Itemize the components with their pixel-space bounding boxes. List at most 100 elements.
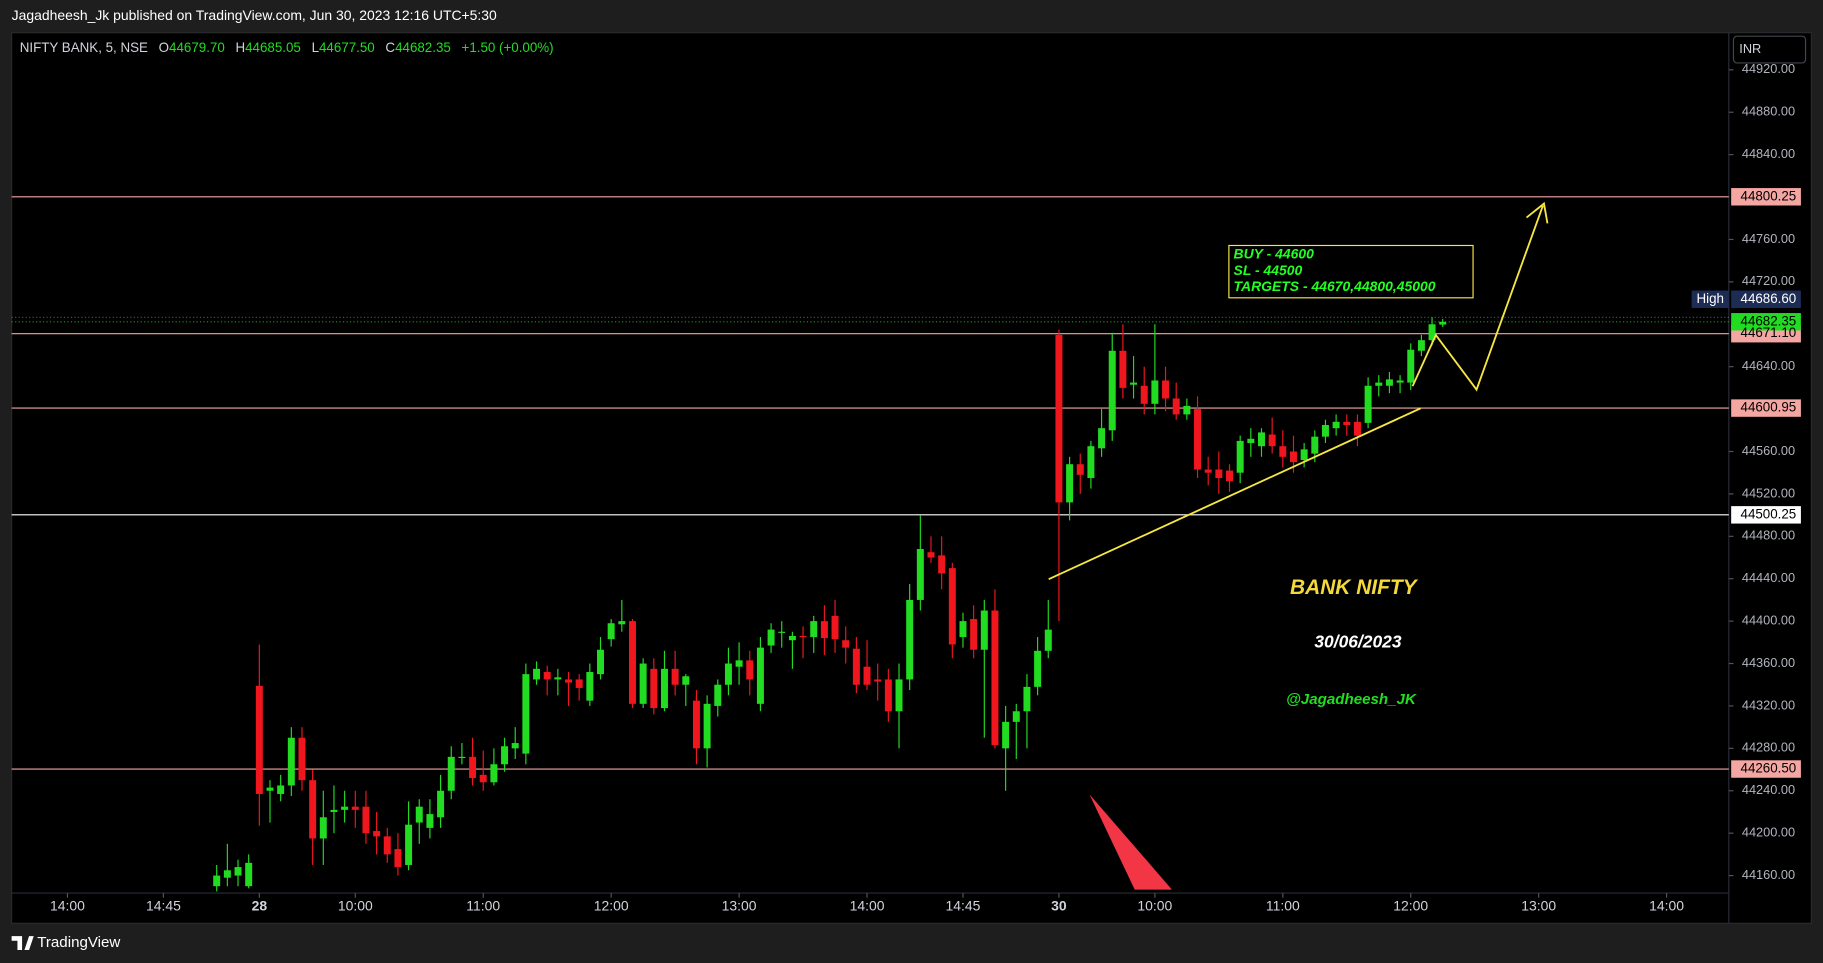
candle-body (714, 684, 722, 706)
candle-body (373, 831, 381, 837)
candle-body (1204, 469, 1212, 473)
y-tick-label: 44440.00 (1742, 570, 1795, 585)
candle-body (1279, 446, 1287, 457)
y-tick-label: 44920.00 (1742, 61, 1795, 76)
y-tick-label: 44200.00 (1742, 825, 1795, 840)
candle-body (1151, 380, 1159, 404)
candle-body (437, 790, 445, 818)
candle-body (1044, 629, 1052, 651)
candle-body (1343, 421, 1351, 425)
candle-body (906, 599, 914, 680)
trade-line: TARGETS - 44670,44800,45000 (1234, 278, 1436, 294)
currency[interactable]: INR (1739, 41, 1761, 56)
x-tick-label: 30 (1051, 898, 1067, 914)
legend-value: 44685.05 (245, 39, 301, 54)
candle-body (1012, 711, 1020, 722)
candle-body (863, 666, 871, 685)
candle-body (703, 703, 711, 749)
y-tick-label: 44480.00 (1742, 528, 1795, 543)
arrow-head (1525, 201, 1549, 224)
trend-line (1048, 407, 1422, 581)
candle-body (1268, 434, 1276, 447)
candle-body (650, 668, 658, 709)
brand-logo (11, 936, 34, 951)
candle-body (1375, 382, 1383, 386)
candle-body (575, 679, 583, 688)
candle-body (810, 621, 818, 638)
candle-body (1215, 469, 1223, 479)
candle-body (788, 635, 796, 641)
legend-key: O (159, 39, 169, 54)
candle-body (1076, 464, 1084, 475)
candle-body (1194, 409, 1202, 470)
candle-body (543, 672, 551, 680)
candle-body (1247, 438, 1255, 444)
candle-body (1417, 340, 1425, 351)
candle-body (692, 700, 700, 749)
trade-box (1228, 244, 1474, 299)
x-tick-label: 10:00 (338, 898, 373, 914)
candle-body (884, 679, 892, 712)
candle-body (309, 780, 317, 839)
price-label: 44500.25 (1741, 506, 1797, 521)
price-label: 44260.50 (1741, 761, 1797, 776)
candle-body (341, 806, 349, 810)
annotation-handle: @Jagadheesh_JK (1286, 691, 1417, 708)
high-name: High (1696, 291, 1723, 306)
y-tick-label: 44760.00 (1742, 231, 1795, 246)
legend-value: 44679.70 (169, 39, 225, 54)
legend-change: +1.50 (+0.00%) (462, 39, 554, 54)
price-label-box (1731, 506, 1801, 524)
price-label: 44600.95 (1741, 400, 1797, 415)
x-tick-label: 10:00 (1137, 898, 1172, 914)
candle-body (245, 862, 253, 887)
candle-body (277, 785, 285, 794)
y-tick-label: 44880.00 (1742, 104, 1795, 119)
legend-key: H (235, 39, 245, 54)
candle-body (383, 836, 391, 855)
candle-body (1140, 385, 1148, 404)
candle-body (895, 679, 903, 712)
x-tick-label: 12:00 (594, 898, 629, 914)
candle-body (351, 806, 359, 810)
candle-body (319, 817, 327, 839)
candle-body (447, 756, 455, 791)
candle-body (1119, 350, 1127, 388)
candle-body (1023, 686, 1031, 712)
chart-area (11, 32, 1812, 924)
candle-body (1258, 432, 1265, 447)
y-tick-label: 44560.00 (1742, 443, 1795, 458)
candle-body (639, 663, 647, 704)
price-label-box (1731, 399, 1801, 417)
high-name-box (1691, 290, 1729, 308)
candle-body (1311, 436, 1319, 454)
annotation-date: 30/06/2023 (1314, 632, 1402, 652)
candle-body (1172, 398, 1180, 415)
symbol: NIFTY BANK, 5, NSE (20, 39, 148, 54)
x-tick-label: 14:00 (850, 898, 885, 914)
candle-body (479, 774, 487, 783)
candle-body (1108, 350, 1116, 431)
candle-body (607, 623, 615, 640)
candle-body (1321, 424, 1329, 437)
candle-body (746, 660, 754, 680)
candle-body (213, 875, 221, 887)
candle-body (1130, 382, 1138, 385)
candle-body (671, 668, 679, 685)
candle-body (415, 806, 423, 823)
candle-body (1098, 428, 1106, 449)
trade-line: BUY - 44600 (1234, 245, 1315, 261)
y-tick-label: 44240.00 (1742, 782, 1795, 797)
candle-body (1439, 321, 1447, 325)
candle-body (1055, 334, 1063, 503)
candle-body (820, 621, 828, 639)
currency-button[interactable] (1732, 35, 1807, 64)
candle-body (287, 737, 295, 786)
candle-body (426, 814, 434, 828)
candle-body (1407, 349, 1415, 383)
candle-body (874, 679, 882, 682)
candle-body (778, 631, 786, 633)
price-label: 44671.10 (1741, 325, 1797, 340)
